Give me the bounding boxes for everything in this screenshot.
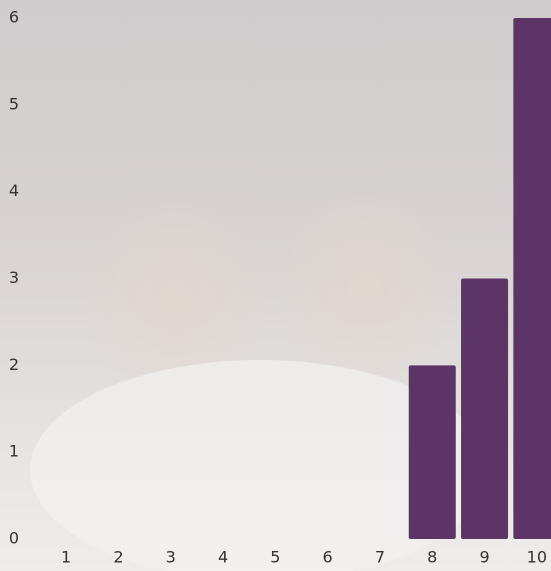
y-tick-label: 3 [9,268,19,287]
y-tick-label: 0 [9,529,19,548]
bar [513,18,551,539]
x-tick-label: 3 [166,548,176,567]
x-tick-label: 4 [218,548,228,567]
photo-figure [280,190,450,390]
x-tick-label: 10 [527,548,547,567]
x-tick-label: 7 [375,548,385,567]
y-tick-label: 2 [9,355,19,374]
y-tick-label: 5 [9,94,19,113]
x-tick-label: 5 [270,548,280,567]
chart: 0 1 2 3 4 5 6 1 2 3 4 5 6 7 8 9 10 [0,0,551,571]
x-tick-label: 9 [479,548,489,567]
x-tick-label: 8 [427,548,437,567]
page: 012345612345678910 (() => { const data =… [0,0,551,571]
x-tick-label: 2 [113,548,123,567]
y-tick-label: 6 [9,8,19,27]
y-tick-label: 4 [9,181,19,200]
x-tick-label: 1 [61,548,71,567]
bar [409,365,456,539]
y-tick-label: 1 [9,442,19,461]
bar [461,279,508,540]
x-tick-label: 6 [323,548,333,567]
